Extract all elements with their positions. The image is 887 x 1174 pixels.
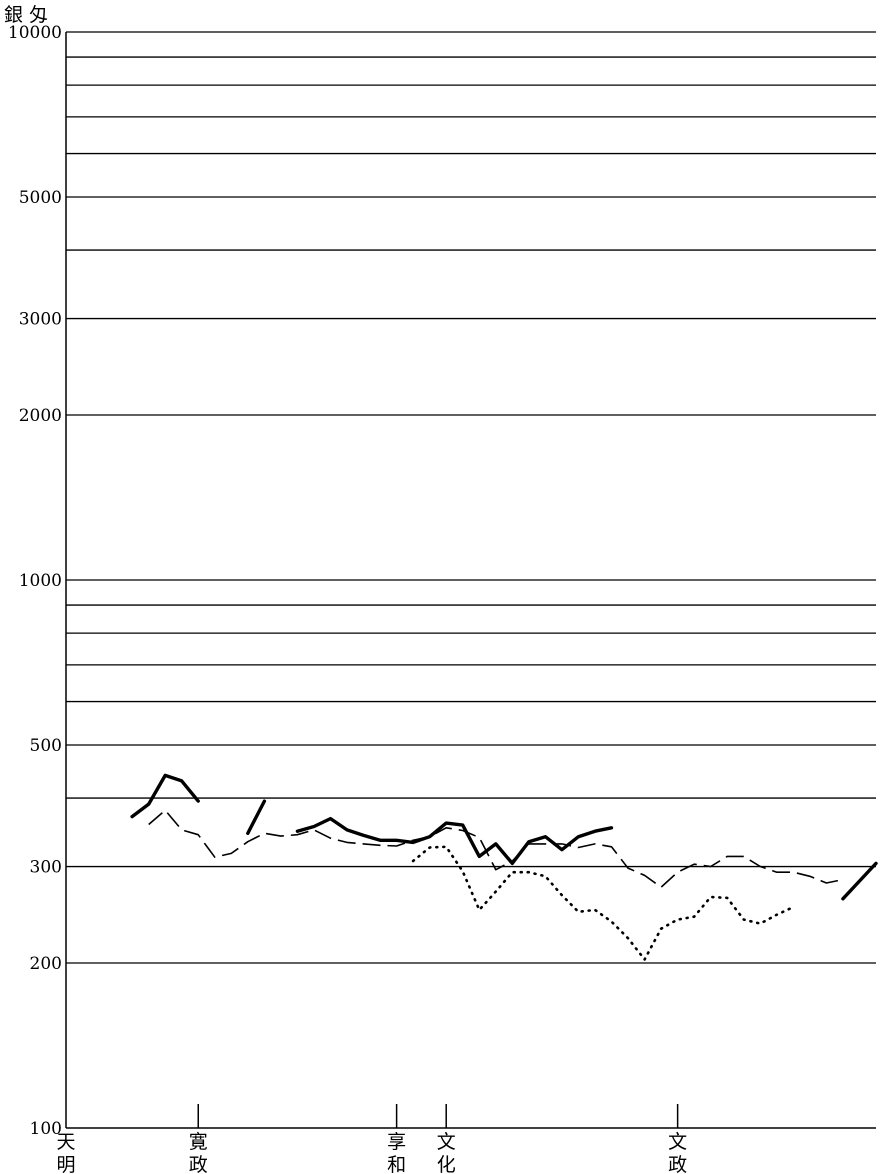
y-tick-labels: 100 200 300 500 1000 2000 3000 5000 10000 <box>8 23 62 1139</box>
series-lines <box>130 773 878 961</box>
series-dotted-segment <box>411 845 795 961</box>
series-solid-bold-segment <box>295 816 614 866</box>
series-solid-bold-segment <box>246 799 267 835</box>
y-tick-label: 300 <box>30 858 62 878</box>
y-tick-label: 5000 <box>19 188 62 208</box>
y-tick-label: 500 <box>30 736 62 756</box>
y-unit-label: 銀 匁 <box>4 4 48 26</box>
era-label: 天明 <box>56 1131 75 1174</box>
era-label: 文政 <box>668 1131 687 1174</box>
y-tick-label: 10000 <box>8 23 62 43</box>
series-dashed-segment <box>148 809 844 889</box>
era-label: 享和 <box>387 1131 406 1174</box>
era-label: 寛政 <box>189 1131 208 1174</box>
era-label: 文化 <box>437 1131 456 1174</box>
gridlines <box>66 31 876 964</box>
axes <box>65 32 876 1129</box>
y-tick-label: 2000 <box>19 406 62 426</box>
series-solid-bold-segment <box>841 861 878 901</box>
y-tick-label: 3000 <box>19 310 62 330</box>
y-tick-label: 1000 <box>19 571 62 591</box>
y-tick-label: 200 <box>30 954 62 974</box>
y-tick-label: 100 <box>30 1119 62 1139</box>
series-solid-bold-segment <box>130 773 200 819</box>
